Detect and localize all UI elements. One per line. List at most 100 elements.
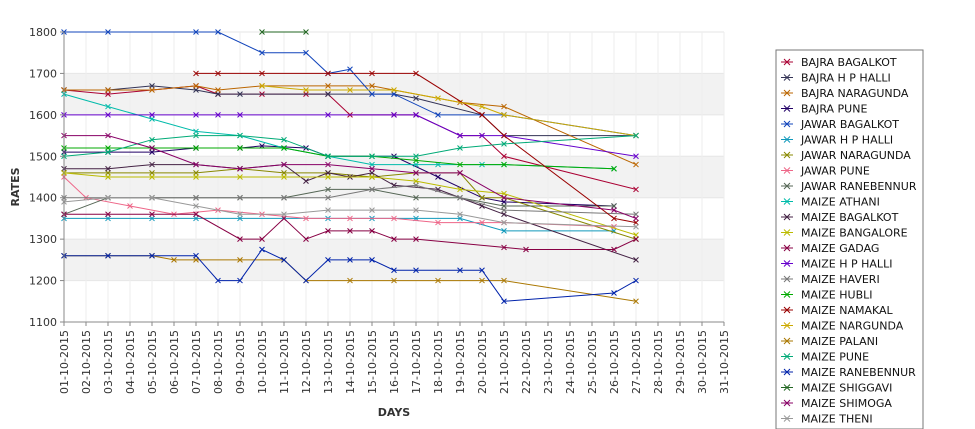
data-point — [435, 174, 441, 180]
data-point — [369, 153, 375, 160]
legend-label: MAIZE HUBLI — [801, 289, 872, 302]
data-point — [369, 165, 375, 172]
data-point — [369, 174, 375, 180]
data-point — [215, 70, 221, 77]
data-point — [413, 267, 419, 274]
x-tick-label: 26-10-2015 — [608, 330, 621, 394]
data-point — [105, 145, 111, 151]
data-point — [325, 170, 331, 176]
series-line — [63, 135, 637, 157]
data-point — [325, 186, 331, 193]
y-tick-labels: 1100 1200 1300 1400 1500 1600 1700 1800 — [29, 26, 57, 329]
data-point — [193, 70, 199, 77]
x-tick-label: 02-10-2015 — [80, 330, 93, 394]
x-tick-label: 15-10-2015 — [366, 330, 379, 394]
data-point — [391, 91, 397, 97]
data-point — [391, 215, 397, 222]
data-point — [193, 215, 199, 222]
data-point — [413, 153, 419, 160]
series-17 — [259, 83, 639, 139]
data-point — [479, 103, 485, 110]
data-point — [149, 174, 155, 180]
legend-item: MAIZE ATHANI — [781, 196, 880, 209]
legend-swatch-marker — [783, 337, 791, 345]
x-tick-labels: 01-10-2015 02-10-2015 03-10-2015 04-10-2015… — [58, 330, 731, 394]
data-point — [457, 211, 463, 218]
data-point — [303, 277, 309, 284]
x-tick-label: 27-10-2015 — [630, 330, 643, 394]
data-point — [325, 70, 331, 77]
legend-label: BAJRA BAGALKOT — [801, 56, 897, 69]
series-13 — [61, 112, 639, 160]
data-point — [303, 215, 309, 222]
data-point — [237, 236, 243, 242]
data-point — [435, 95, 441, 102]
x-tick-label: 17-10-2015 — [410, 330, 423, 394]
series-16 — [193, 70, 639, 226]
data-point — [105, 91, 111, 97]
data-point — [457, 215, 463, 222]
x-tick-label: 19-10-2015 — [454, 330, 467, 394]
x-tick-label: 28-10-2015 — [652, 330, 665, 394]
data-point — [325, 91, 331, 97]
legend-item: JAWAR H P HALLI — [781, 134, 893, 147]
data-point — [237, 145, 243, 151]
data-point — [193, 203, 199, 209]
x-tick-label: 12-10-2015 — [300, 330, 313, 394]
x-tick-label: 06-10-2015 — [168, 330, 181, 394]
data-point — [501, 207, 507, 213]
x-tick-label: 14-10-2015 — [344, 330, 357, 394]
data-point — [193, 112, 199, 118]
x-tick-label: 10-10-2015 — [256, 330, 269, 394]
legend-swatch-marker — [783, 353, 791, 360]
data-point — [369, 70, 375, 77]
data-point — [325, 112, 331, 118]
data-point — [193, 128, 199, 135]
data-point — [457, 170, 463, 176]
x-tick-label: 13-10-2015 — [322, 330, 335, 394]
y-tick-label: 1100 — [29, 316, 57, 329]
legend-item: BAJRA BAGALKOT — [781, 56, 897, 69]
data-point — [105, 211, 111, 218]
data-point — [149, 252, 155, 259]
data-point — [633, 161, 639, 168]
data-point — [347, 257, 353, 263]
data-point — [325, 194, 331, 201]
data-point — [347, 277, 353, 284]
legend-swatch-marker — [783, 120, 791, 128]
data-point — [369, 257, 375, 263]
data-point — [281, 194, 287, 201]
data-point — [501, 219, 507, 226]
legend-swatch-marker — [783, 275, 791, 283]
data-point — [325, 161, 331, 168]
legend-item: MAIZE HUBLI — [781, 289, 872, 302]
data-point — [633, 186, 639, 193]
data-point — [215, 91, 221, 97]
legend-swatch-marker — [783, 167, 791, 174]
legend-label: MAIZE SHIGGAVI — [801, 382, 892, 395]
data-point — [391, 87, 397, 93]
data-point — [501, 132, 507, 139]
series-23 — [61, 194, 639, 230]
data-point — [413, 157, 419, 164]
legend-label: MAIZE PUNE — [801, 351, 869, 364]
data-point — [105, 29, 111, 35]
legend-swatch-marker — [783, 415, 791, 422]
data-point — [611, 246, 617, 253]
data-point — [501, 211, 507, 218]
legend-item: JAWAR RANEBENNUR — [781, 180, 917, 193]
data-point — [193, 87, 199, 93]
legend-item: JAWAR NARAGUNDA — [781, 149, 911, 162]
data-point — [237, 277, 243, 284]
x-tick-label: 24-10-2015 — [564, 330, 577, 394]
data-point — [479, 219, 485, 226]
data-point — [259, 236, 265, 242]
x-tick-label: 05-10-2015 — [146, 330, 159, 394]
legend-item: MAIZE HAVERI — [781, 273, 880, 286]
legend-label: JAWAR BAGALKOT — [800, 118, 899, 131]
data-point — [193, 174, 199, 180]
legend-item: MAIZE PUNE — [781, 351, 869, 364]
x-axis-title: DAYS — [378, 406, 411, 419]
series-layer — [61, 29, 639, 305]
